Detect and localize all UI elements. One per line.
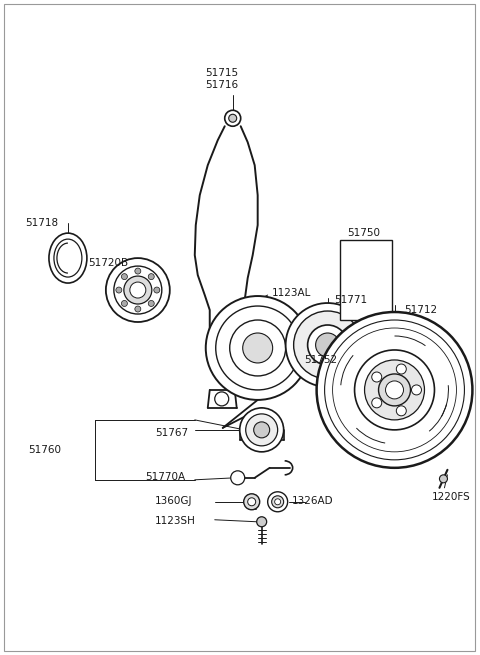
Circle shape [124,276,152,304]
Circle shape [148,274,154,280]
Circle shape [308,325,348,365]
Circle shape [344,394,352,402]
Circle shape [130,282,146,298]
Text: 51760: 51760 [28,445,61,455]
Circle shape [243,333,273,363]
Text: 51720B: 51720B [88,258,128,268]
Circle shape [316,333,339,357]
Circle shape [368,360,376,368]
Circle shape [206,296,310,400]
Text: 51750: 51750 [348,228,381,238]
Circle shape [385,381,404,399]
Circle shape [324,320,465,460]
Circle shape [317,312,472,468]
Ellipse shape [54,239,82,277]
Text: 51718: 51718 [25,218,58,228]
Circle shape [225,110,240,126]
Circle shape [411,385,421,395]
Text: 51716: 51716 [205,81,238,90]
Circle shape [355,350,434,430]
Circle shape [231,471,245,485]
Circle shape [396,406,406,416]
Circle shape [216,306,300,390]
Circle shape [248,498,256,506]
Ellipse shape [49,233,87,283]
Circle shape [228,114,237,122]
Circle shape [148,301,154,307]
Text: 1326AD: 1326AD [292,496,333,506]
Text: 1123AL: 1123AL [272,288,311,298]
Text: 1220FS: 1220FS [432,492,470,502]
Circle shape [337,357,394,413]
Circle shape [327,347,404,423]
Circle shape [135,268,141,274]
Circle shape [349,369,382,401]
Text: 51771: 51771 [335,295,368,305]
Text: 51752: 51752 [305,355,338,365]
Text: 51712: 51712 [405,305,438,315]
Circle shape [272,496,284,508]
Circle shape [333,328,456,452]
Text: 1360GJ: 1360GJ [155,496,192,506]
Bar [339,240,392,320]
Circle shape [116,287,122,293]
Circle shape [294,311,361,379]
Circle shape [368,402,376,410]
Circle shape [230,320,286,376]
Circle shape [240,408,284,452]
Circle shape [246,414,277,446]
Text: 51715: 51715 [205,68,238,79]
Circle shape [106,258,170,322]
Text: 1123SH: 1123SH [155,515,196,526]
Circle shape [358,377,373,393]
Circle shape [344,366,351,374]
Text: 51770A: 51770A [145,472,185,482]
Circle shape [257,517,267,527]
Circle shape [364,360,424,420]
Circle shape [372,398,382,408]
Circle shape [215,392,228,406]
Circle shape [135,306,141,312]
Circle shape [244,494,260,510]
Circle shape [121,301,127,307]
Circle shape [379,374,410,406]
Circle shape [372,372,382,382]
Circle shape [396,364,406,374]
Circle shape [154,287,160,293]
Circle shape [286,303,370,387]
Circle shape [440,475,447,483]
Circle shape [268,492,288,512]
Circle shape [114,266,162,314]
Circle shape [121,274,127,280]
Circle shape [275,499,281,505]
Circle shape [384,381,392,389]
Circle shape [254,422,270,438]
Circle shape [344,368,352,376]
Text: 51767: 51767 [155,428,188,438]
